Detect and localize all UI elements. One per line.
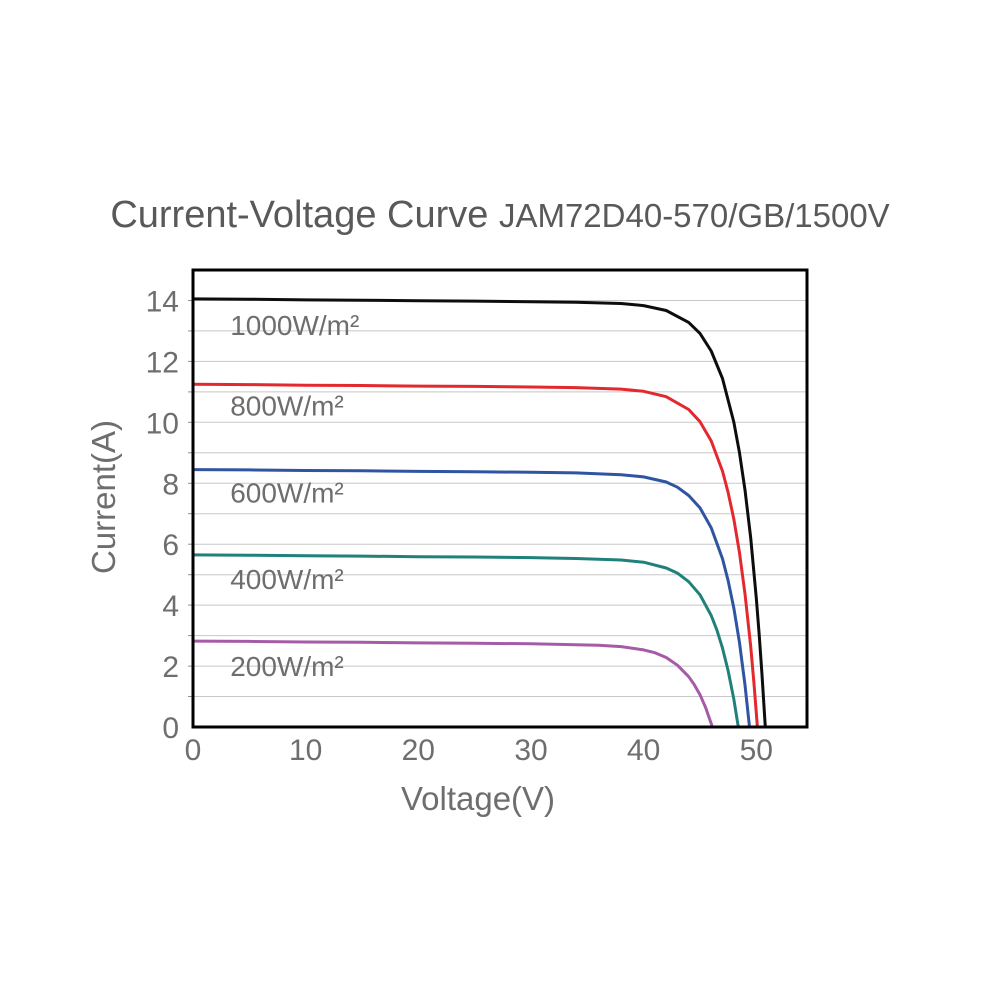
series-label-1000wm2: 1000W/m² bbox=[230, 310, 359, 341]
series-labels: 1000W/m² 800W/m² 600W/m² 400W/m² 200W/m² bbox=[230, 310, 359, 682]
y-tick-label-0: 0 bbox=[162, 712, 179, 745]
series-label-400wm2: 400W/m² bbox=[230, 564, 344, 595]
chart-title: Current-Voltage Curve JAM72D40-570/GB/15… bbox=[0, 194, 1000, 237]
y-axis-title: Current(A) bbox=[85, 419, 122, 575]
y-tick-label-4: 4 bbox=[162, 590, 179, 623]
plot-border-group bbox=[191, 268, 809, 729]
x-tick-label-10: 10 bbox=[289, 734, 322, 767]
curve-400wm2 bbox=[191, 553, 740, 729]
y-tick-label-2: 2 bbox=[162, 651, 179, 684]
x-tick-label-40: 40 bbox=[627, 734, 660, 767]
curve-1000wm2 bbox=[191, 297, 767, 729]
series-label-800wm2: 800W/m² bbox=[230, 391, 344, 422]
x-tick-label-0: 0 bbox=[185, 734, 202, 767]
plot-border bbox=[191, 268, 809, 729]
series-label-600wm2: 600W/m² bbox=[230, 477, 344, 508]
chart-title-main: Current-Voltage Curve bbox=[110, 194, 489, 236]
y-tick-label-6: 6 bbox=[162, 529, 179, 562]
iv-curves bbox=[191, 297, 767, 729]
curve-800wm2 bbox=[191, 382, 759, 729]
curve-600wm2 bbox=[191, 468, 751, 729]
x-tick-label-30: 30 bbox=[514, 734, 547, 767]
x-tick-label-20: 20 bbox=[402, 734, 435, 767]
y-tick-label-10: 10 bbox=[146, 407, 179, 440]
x-tick-label-50: 50 bbox=[740, 734, 773, 767]
x-axis-title: Voltage(V) bbox=[400, 780, 556, 817]
curve-200wm2 bbox=[191, 639, 714, 729]
y-tick-label-12: 12 bbox=[146, 346, 179, 379]
y-tick-label-14: 14 bbox=[146, 286, 179, 319]
chart-title-model: JAM72D40-570/GB/1500V bbox=[498, 197, 890, 234]
series-label-200wm2: 200W/m² bbox=[230, 651, 344, 682]
tick-labels: 0 10 20 30 40 50 0 2 4 6 8 10 12 14 bbox=[146, 286, 773, 768]
y-tick-label-8: 8 bbox=[162, 468, 179, 501]
